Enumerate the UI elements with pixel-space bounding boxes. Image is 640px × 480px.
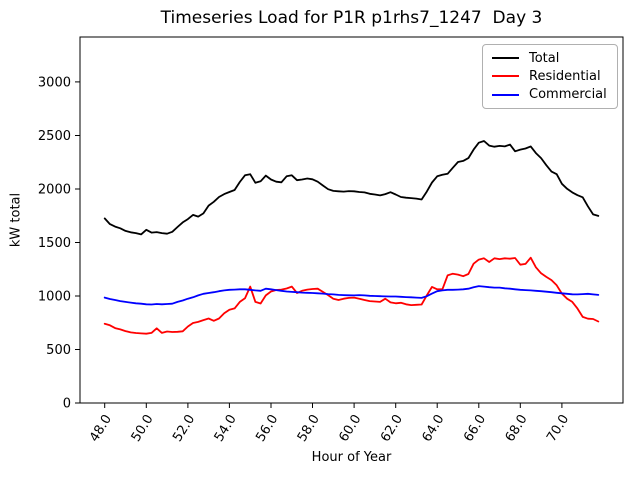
y-tick-label: 2000 xyxy=(38,183,71,198)
y-axis-ticks: 0 500 1000 1500 2000 2500 3000 xyxy=(38,75,80,412)
y-tick-label: 1000 xyxy=(38,290,71,305)
x-axis-label: Hour of Year xyxy=(311,450,392,465)
x-tick-label: 56.0 xyxy=(253,412,281,445)
axes-frame xyxy=(79,36,624,404)
y-tick-label: 500 xyxy=(46,343,71,358)
legend-label-commercial: Commercial xyxy=(529,87,607,103)
x-tick-label: 62.0 xyxy=(378,412,406,445)
x-tick-label: 48.0 xyxy=(87,412,115,445)
y-tick-label: 1500 xyxy=(38,236,71,251)
x-tick-label: 68.0 xyxy=(503,412,531,445)
x-tick-label: 66.0 xyxy=(461,412,489,445)
series-total-line xyxy=(103,140,600,236)
legend-item-commercial: Commercial xyxy=(492,88,608,101)
legend-label-residential: Residential xyxy=(529,68,601,84)
legend: Total Residential Commercial xyxy=(482,44,618,109)
legend-line-residential-swatch xyxy=(492,75,519,78)
series-residential-line xyxy=(103,256,600,335)
x-axis-ticks: 48.0 50.0 52.0 54.0 56.0 58.0 60.0 62.0 64.0 66.0… xyxy=(87,403,572,445)
series-commercial-line xyxy=(103,285,600,306)
legend-item-total: Total xyxy=(492,52,608,65)
y-tick-label: 3000 xyxy=(38,75,71,90)
x-tick-label: 52.0 xyxy=(170,412,198,445)
x-tick-label: 50.0 xyxy=(129,412,157,445)
legend-line-commercial-swatch xyxy=(492,93,519,96)
legend-item-residential: Residential xyxy=(492,70,608,83)
y-tick-label: 2500 xyxy=(38,129,71,144)
x-tick-label: 64.0 xyxy=(420,412,448,445)
legend-label-total: Total xyxy=(529,50,560,66)
legend-line-total-swatch xyxy=(492,57,519,60)
x-tick-label: 54.0 xyxy=(212,412,240,445)
x-tick-label: 60.0 xyxy=(336,412,364,445)
y-tick-label: 0 xyxy=(63,397,71,412)
x-tick-label: 70.0 xyxy=(544,412,572,445)
x-tick-label: 58.0 xyxy=(295,412,323,445)
chart-title: Timeseries Load for P1R p1rhs7_1247 Day … xyxy=(160,8,543,28)
